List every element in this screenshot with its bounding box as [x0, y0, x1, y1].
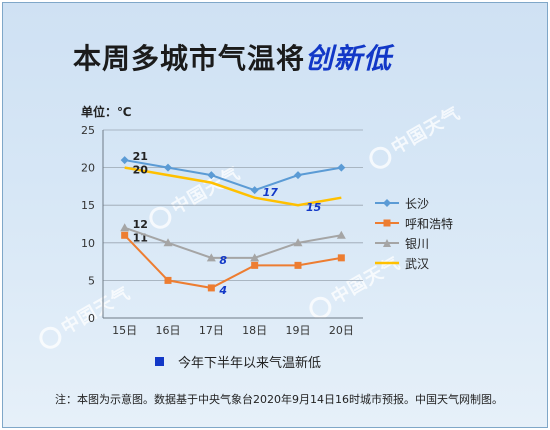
- data-point: [120, 223, 130, 232]
- x-tick-label: 20日: [329, 324, 354, 337]
- y-tick-label: 10: [81, 237, 95, 250]
- legend-swatch: [375, 219, 399, 227]
- data-point: [120, 156, 129, 165]
- new-low-key: 今年下半年以来气温新低: [155, 352, 321, 371]
- data-point: [294, 171, 302, 180]
- title-highlight: 创新低: [305, 42, 393, 75]
- chart-legend: 长沙 呼和浩特 银川 武汉: [375, 193, 453, 273]
- legend-item-yinchuan: 银川: [375, 233, 453, 253]
- y-tick-label: 20: [81, 162, 95, 175]
- legend-swatch: [375, 199, 399, 207]
- x-tick-label: 18日: [242, 324, 267, 337]
- data-label: 20: [133, 164, 149, 177]
- data-point: [164, 276, 172, 284]
- data-label: 17: [263, 186, 279, 199]
- legend-swatch: [375, 239, 399, 247]
- series-line-changsha: [124, 159, 342, 192]
- data-point: [250, 253, 260, 262]
- data-label: 12: [133, 218, 148, 231]
- legend-item-changsha: 长沙: [375, 193, 453, 213]
- data-label: 21: [133, 150, 148, 163]
- data-label: 8: [219, 254, 227, 267]
- data-point: [163, 238, 173, 247]
- data-point: [337, 163, 346, 172]
- y-tick-label: 5: [88, 274, 95, 287]
- legend-item-wuhan: 武汉: [375, 253, 453, 273]
- data-point: [121, 231, 129, 239]
- data-point: [294, 261, 302, 269]
- data-label: 15: [306, 201, 322, 214]
- data-point: [164, 163, 172, 172]
- legend-label: 武汉: [405, 256, 430, 271]
- data-point: [336, 230, 346, 239]
- y-tick-label: 0: [88, 312, 95, 325]
- data-point: [337, 254, 345, 262]
- footer-note: 注：本图为示意图。数据基于中央气象台2020年9月14日16时城市预报。中国天气…: [55, 393, 503, 406]
- x-tick-label: 19日: [286, 324, 311, 337]
- legend-label: 银川: [405, 236, 430, 251]
- data-point: [250, 186, 259, 195]
- legend-label: 呼和浩特: [405, 216, 454, 231]
- series-line-wuhan: [124, 166, 342, 207]
- new-low-label: 今年下半年以来气温新低: [178, 356, 322, 371]
- unit-label: 单位：℃: [81, 105, 132, 119]
- title-main: 本周多城市气温将: [73, 42, 306, 75]
- data-point: [207, 284, 215, 292]
- data-point: [251, 261, 259, 269]
- page-title: 本周多城市气温将创新低: [73, 37, 392, 77]
- x-tick-label: 17日: [199, 324, 224, 337]
- y-tick-label: 15: [81, 199, 95, 212]
- legend-item-huhehaote: 呼和浩特: [375, 213, 453, 233]
- legend-swatch: [375, 261, 399, 265]
- series-line-yinchuan: [124, 226, 342, 259]
- data-label: 4: [218, 284, 227, 297]
- data-point: [293, 238, 303, 247]
- x-tick-label: 16日: [156, 324, 181, 337]
- series-line-huhehaote: [123, 234, 342, 289]
- legend-label: 长沙: [405, 196, 430, 211]
- y-tick-label: 25: [81, 124, 95, 137]
- x-tick-label: 15日: [112, 324, 137, 337]
- new-low-swatch: [155, 357, 164, 366]
- data-point: [206, 253, 216, 262]
- data-point: [207, 171, 216, 180]
